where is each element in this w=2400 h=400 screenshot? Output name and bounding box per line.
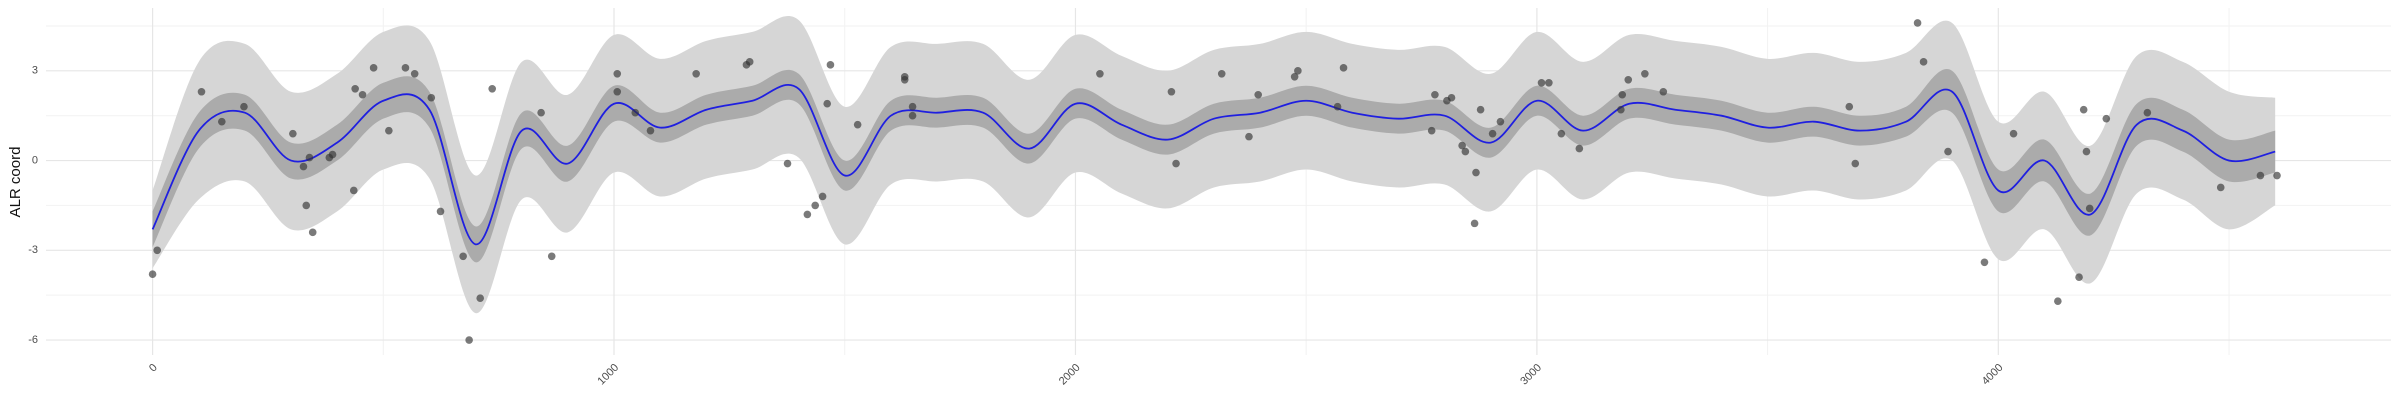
data-point <box>240 102 248 111</box>
data-point <box>1537 78 1546 87</box>
data-point <box>547 252 556 261</box>
data-point <box>1447 93 1456 102</box>
data-point <box>1617 105 1625 114</box>
data-point <box>745 58 754 66</box>
y-tick-label: 3 <box>32 65 38 77</box>
data-point <box>908 111 917 120</box>
data-point <box>1575 144 1584 153</box>
data-point <box>1254 90 1262 99</box>
data-point <box>1913 19 1922 27</box>
data-point <box>2143 108 2152 117</box>
data-point <box>351 84 359 93</box>
data-point <box>289 129 297 138</box>
data-point <box>692 70 700 78</box>
data-point <box>537 108 545 117</box>
data-point <box>1096 70 1104 78</box>
data-point <box>613 70 622 78</box>
data-point <box>1624 75 1633 84</box>
data-point <box>218 117 226 126</box>
data-point <box>2273 171 2281 180</box>
data-point <box>613 87 622 96</box>
data-point <box>1476 105 1485 114</box>
mean-line <box>151 83 2276 246</box>
data-point <box>1496 117 1505 126</box>
data-point <box>1290 73 1299 81</box>
data-point <box>2079 105 2088 114</box>
data-point <box>385 126 393 135</box>
data-point <box>148 270 157 279</box>
data-point <box>2216 183 2225 192</box>
data-point <box>2082 147 2091 156</box>
data-point <box>826 61 835 69</box>
y-tick-label: -3 <box>28 244 38 256</box>
data-point <box>1333 102 1342 111</box>
data-point <box>1545 78 1553 87</box>
data-point <box>305 153 314 162</box>
data-point <box>1427 126 1436 135</box>
data-point <box>459 252 467 261</box>
data-point <box>1339 64 1348 72</box>
data-point <box>2054 297 2062 305</box>
data-point <box>465 336 473 344</box>
data-point <box>1472 168 1480 177</box>
data-point <box>1845 102 1854 111</box>
data-point <box>853 120 862 129</box>
data-point <box>308 228 317 237</box>
data-point <box>153 246 162 255</box>
data-point <box>1641 70 1649 78</box>
data-point <box>1557 129 1566 138</box>
data-point <box>1294 67 1302 75</box>
data-point <box>1217 70 1226 78</box>
data-point <box>1172 159 1180 168</box>
data-point <box>783 159 792 168</box>
data-point <box>1851 159 1860 168</box>
data-point <box>2256 171 2265 180</box>
data-point <box>476 294 485 302</box>
data-point <box>2085 204 2094 213</box>
data-point <box>646 126 655 135</box>
inner-ribbon <box>152 69 2276 263</box>
data-point <box>488 84 497 93</box>
data-point <box>1458 141 1466 150</box>
y-tick-label: -6 <box>28 334 38 346</box>
data-point <box>299 162 308 171</box>
data-point <box>328 150 337 159</box>
data-point <box>197 87 206 96</box>
y-axis-title: ALR coord <box>7 147 24 218</box>
data-point <box>1431 90 1439 99</box>
data-point <box>1245 132 1253 141</box>
data-point <box>401 64 410 72</box>
data-point <box>410 70 419 78</box>
data-point <box>1167 87 1176 96</box>
data-point <box>1461 147 1470 156</box>
data-point <box>2102 114 2111 123</box>
y-tick-label: 0 <box>32 154 38 166</box>
data-point <box>1470 219 1479 228</box>
data-point <box>369 64 378 72</box>
data-point <box>908 102 917 111</box>
data-point <box>631 108 640 117</box>
data-point <box>349 186 358 195</box>
data-point <box>818 192 827 201</box>
data-point <box>803 210 812 219</box>
data-point <box>2009 129 2018 138</box>
data-point <box>1944 147 1952 156</box>
data-point <box>358 90 367 99</box>
data-point <box>436 207 445 216</box>
data-point <box>1659 87 1668 96</box>
data-point <box>811 201 820 210</box>
data-point <box>1919 58 1928 66</box>
data-point <box>302 201 311 210</box>
data-point <box>823 99 832 108</box>
data-point <box>1980 258 1989 267</box>
data-point <box>2075 273 2083 282</box>
data-point <box>1488 129 1497 138</box>
data-point <box>427 93 436 102</box>
data-point <box>1618 90 1627 99</box>
outer-ribbon <box>152 16 2276 314</box>
data-point <box>900 75 909 84</box>
